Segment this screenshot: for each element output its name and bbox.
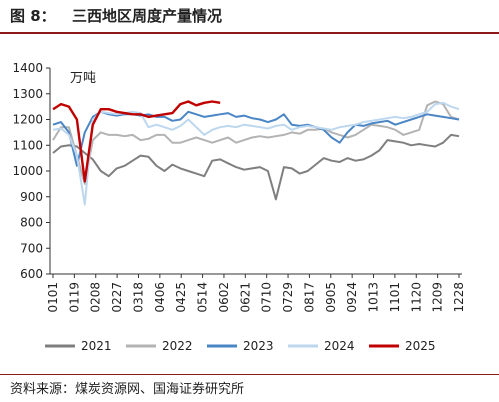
- series-line-2025: [52, 100, 221, 183]
- x-tick-label: 1101: [388, 282, 402, 313]
- x-tick-label: 0817: [302, 282, 316, 313]
- y-tick-label: 800: [20, 216, 43, 230]
- header-divider: [0, 32, 499, 34]
- source-note: 资料来源：煤炭资源网、国海证券研究所: [10, 382, 245, 397]
- x-tick-label: 1228: [452, 282, 466, 313]
- x-tick-label: 0318: [131, 282, 145, 313]
- figure-header: 图 8： 三西地区周度产量情况: [0, 0, 499, 30]
- figure-title: 三西地区周度产量情况: [72, 7, 223, 25]
- y-tick-label: 1100: [12, 138, 43, 152]
- x-tick-label: 1120: [409, 282, 423, 313]
- x-tick-label: 1209: [431, 282, 445, 313]
- x-tick-label: 0208: [89, 282, 103, 313]
- x-tick-label: 0101: [46, 282, 60, 313]
- x-tick-label: 0729: [281, 282, 295, 313]
- y-tick-label: 1300: [12, 87, 43, 101]
- source-divider: [0, 374, 499, 375]
- x-tick-label: 0406: [153, 282, 167, 313]
- x-tick-label: 0425: [174, 282, 188, 313]
- chart-axes: 600 700 800 900 1000 1100 1200 1300 1400 0101 0119…: [12, 61, 466, 313]
- y-tick-label: 1000: [12, 164, 43, 178]
- y-tick-label: 900: [20, 190, 43, 204]
- y-tick-label: 700: [20, 241, 43, 255]
- x-tick-label: 0621: [238, 282, 252, 313]
- x-tick-label: 0227: [110, 282, 124, 313]
- x-tick-label: 0602: [217, 282, 231, 313]
- series-line-2023: [52, 110, 460, 167]
- line-chart: 600 700 800 900 1000 1100 1200 1300 1400 0101 0119…: [12, 61, 466, 353]
- legend-label-2022: 2022: [162, 339, 193, 353]
- y-tick-label: 600: [20, 267, 43, 281]
- legend-label-2023: 2023: [243, 339, 274, 353]
- chart-series: [52, 100, 460, 206]
- x-tick-label: 0905: [324, 282, 338, 313]
- x-tick-label: 0514: [196, 282, 210, 313]
- x-tick-label: 1013: [367, 282, 381, 313]
- chart-legend: 2021 2022 2023 2024 2025: [45, 339, 436, 353]
- figure-label: 图 8：: [10, 7, 56, 25]
- y-tick-label: 1200: [12, 113, 43, 127]
- x-tick-label: 0119: [67, 282, 81, 313]
- legend-label-2025: 2025: [405, 339, 436, 353]
- series-line-2024: [52, 101, 460, 206]
- series-line-2021: [52, 133, 460, 201]
- x-tick-label: 0924: [345, 282, 359, 313]
- x-tick-label: 0710: [260, 282, 274, 313]
- series-line-2022: [52, 100, 460, 185]
- legend-label-2024: 2024: [324, 339, 355, 353]
- legend-label-2021: 2021: [81, 339, 112, 353]
- y-tick-label: 1400: [12, 61, 43, 75]
- unit-label: 万吨: [70, 71, 96, 86]
